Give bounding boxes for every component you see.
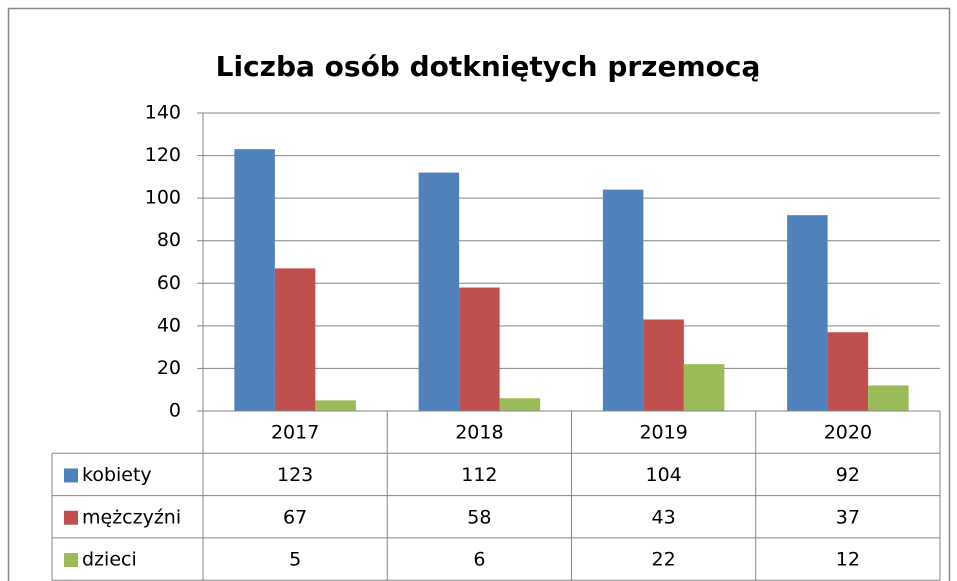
y-tick-label: 140 [145,102,181,124]
x-tick-label: 2017 [271,422,319,444]
bar [499,398,541,411]
data-label: 43 [652,506,676,528]
bar [274,268,316,411]
data-label: 104 [645,464,681,486]
data-label: 67 [283,506,307,528]
legend-key [64,553,78,568]
y-tick-label: 40 [157,314,181,336]
legend-key [64,468,78,483]
bar [787,215,828,411]
bar [643,319,684,411]
data-label: 37 [836,506,860,528]
data-label: 5 [289,549,301,571]
bar [459,287,500,411]
bar [315,400,356,411]
y-tick-label: 120 [145,144,181,166]
legend-label: mężczyźni [82,506,181,528]
bar [418,172,460,411]
data-label: 12 [836,549,860,571]
chart-title: Liczba osób dotkniętych przemocą [216,50,761,83]
data-label: 123 [277,464,313,486]
y-tick-label: 80 [157,229,181,251]
x-tick-label: 2020 [824,422,872,444]
bar [234,149,275,411]
x-tick-label: 2018 [455,422,503,444]
data-label: 112 [461,464,497,486]
legend-label: dzieci [82,549,137,571]
y-tick-label: 100 [145,187,181,209]
y-tick-label: 20 [157,357,181,379]
legend-label: kobiety [82,464,152,486]
data-label: 92 [836,464,860,486]
data-label: 58 [467,506,491,528]
bar [827,332,869,411]
data-label: 22 [652,549,676,571]
y-tick-label: 60 [157,272,181,294]
x-tick-label: 2019 [639,422,687,444]
legend-key [64,510,78,525]
bar [683,364,725,411]
data-label: 6 [473,549,485,571]
bar [868,385,909,411]
bar [602,189,644,411]
y-tick-label: 0 [169,400,181,422]
